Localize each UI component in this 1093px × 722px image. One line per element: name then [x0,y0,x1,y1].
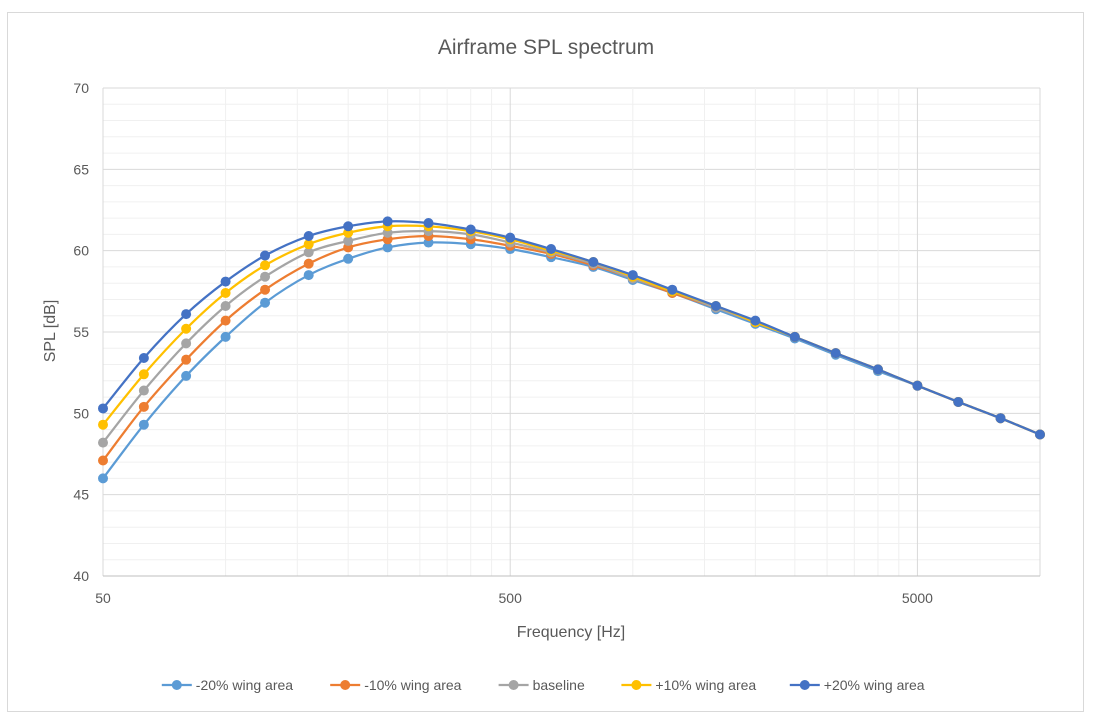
chart-title: Airframe SPL spectrum [438,36,654,59]
data-point [1035,429,1045,440]
data-point [465,224,476,235]
data-point [260,284,271,295]
x-axis-title: Frequency [Hz] [517,624,625,641]
series-line [102,229,1041,444]
y-tick-label: 60 [73,243,89,259]
data-point [627,270,638,281]
data-point [138,353,149,364]
legend-label: -20% wing area [196,677,293,693]
data-point [382,242,393,253]
data-point [220,287,231,298]
x-tick-label: 500 [499,590,523,606]
data-point [303,239,314,250]
data-point [588,257,599,268]
legend-swatch-marker [631,680,642,690]
y-tick-label: 70 [73,80,89,96]
data-point [546,244,557,255]
data-point [138,401,149,412]
legend-label: +10% wing area [655,677,756,693]
legend-item: baseline [498,677,585,693]
data-point [505,232,516,243]
series-group [98,216,1045,440]
data-point [303,247,314,258]
data-point [872,364,883,375]
legend-swatch-marker [508,680,519,690]
data-point [138,369,149,380]
legend-label: +20% wing area [824,677,925,693]
legend-item: -20% wing area [161,677,293,693]
y-tick-label: 40 [73,568,89,584]
data-point [181,370,192,381]
data-point [138,419,149,430]
data-point [181,309,192,320]
data-point [710,300,721,311]
data-point [98,419,108,430]
data-point [220,331,231,342]
y-tick-label: 50 [73,405,89,421]
data-point [260,271,271,282]
legend-label: -10% wing area [364,677,461,693]
data-point [181,323,192,334]
x-tick-label: 50 [95,590,111,606]
data-point [181,338,192,349]
data-point [98,473,108,484]
series-line [102,224,1041,436]
legend-swatch-marker [340,680,351,690]
y-tick-label: 65 [73,161,89,177]
data-point [138,385,149,396]
data-point [303,270,314,281]
grid-layer [102,87,1041,577]
legend-item: +20% wing area [789,677,925,693]
data-point [181,354,192,365]
data-point [260,297,271,308]
y-tick-label: 45 [73,487,89,503]
legend-swatch-marker [171,680,182,690]
legend-swatch-marker [799,680,810,690]
data-point [220,300,231,311]
data-point [343,253,354,264]
data-point [423,218,434,229]
data-point [343,221,354,232]
data-point [382,216,393,227]
legend: -20% wing area -10% wing area baseline +10%… [161,677,925,693]
data-point [995,413,1006,424]
data-point [912,380,923,391]
legend-item: -10% wing area [330,677,462,693]
data-point [260,260,271,271]
series-line [102,241,1041,480]
data-point [789,331,800,342]
data-point [98,437,108,448]
y-axis-title: SPL [dB] [42,300,59,363]
data-point [830,348,841,359]
legend-item: +10% wing area [621,677,756,693]
data-point [750,315,761,326]
series-line [102,220,1041,436]
series-group [98,221,1045,440]
data-point [260,250,271,261]
data-point [343,235,354,246]
legend-label: baseline [533,677,585,693]
x-tick-label: 5000 [902,590,933,606]
y-tick-label: 55 [73,324,89,340]
data-point [303,231,314,242]
series-group [98,237,1045,484]
data-point [303,258,314,269]
data-point [98,403,108,414]
data-point [220,315,231,326]
tick-layer: 40 45 50 55 60 65 70 50 500 5000 [73,80,933,606]
data-point [220,276,231,287]
data-point [667,284,678,295]
data-point [953,396,964,407]
series-layer [98,216,1045,484]
data-point [98,455,108,466]
